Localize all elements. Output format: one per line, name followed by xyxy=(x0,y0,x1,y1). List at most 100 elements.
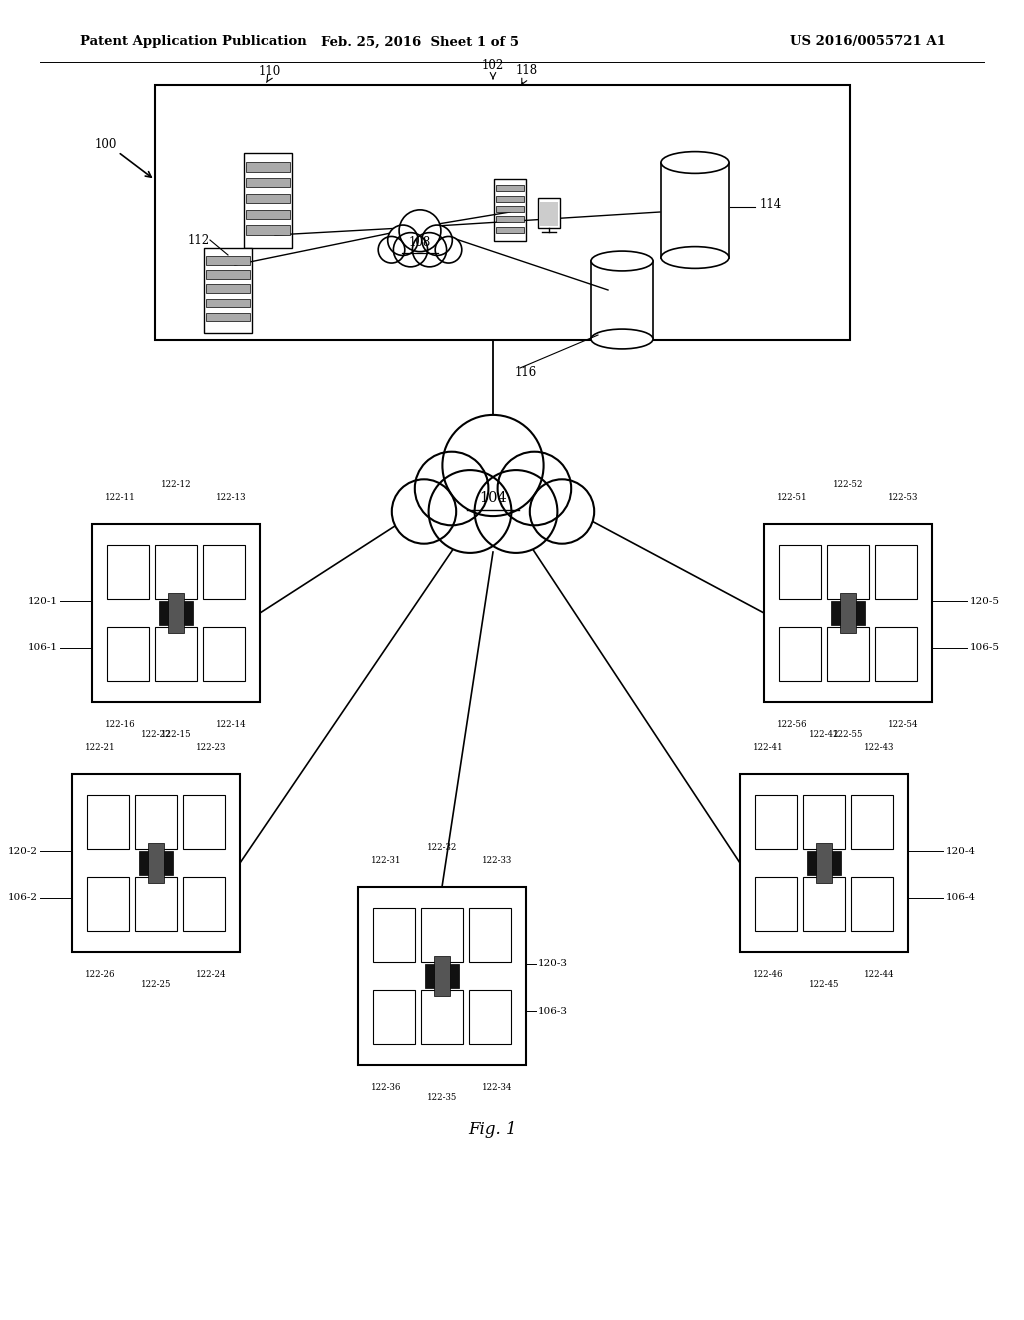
Circle shape xyxy=(415,451,488,525)
Bar xyxy=(206,284,250,293)
Bar xyxy=(496,227,524,232)
Text: 110: 110 xyxy=(259,65,282,78)
Bar xyxy=(496,195,524,202)
Text: 122-23: 122-23 xyxy=(197,743,226,752)
Text: 122-15: 122-15 xyxy=(161,730,191,739)
Text: 122-45: 122-45 xyxy=(809,979,840,989)
Circle shape xyxy=(529,479,594,544)
Text: 122-42: 122-42 xyxy=(809,730,840,739)
Text: 114: 114 xyxy=(760,198,782,211)
Text: 122-44: 122-44 xyxy=(864,970,895,979)
Text: 122-32: 122-32 xyxy=(427,843,457,851)
Bar xyxy=(183,796,225,849)
Circle shape xyxy=(442,414,544,516)
Bar xyxy=(421,990,463,1044)
Bar xyxy=(204,627,245,681)
Bar xyxy=(496,206,524,213)
Text: 118: 118 xyxy=(516,63,538,77)
Bar xyxy=(183,876,225,931)
Bar xyxy=(494,180,526,242)
Bar xyxy=(373,990,415,1044)
Bar xyxy=(156,545,197,599)
Circle shape xyxy=(399,210,441,252)
Bar xyxy=(803,876,845,931)
Text: 122-25: 122-25 xyxy=(140,979,171,989)
Text: 122-55: 122-55 xyxy=(833,730,863,739)
Text: 120-1: 120-1 xyxy=(28,597,58,606)
Bar xyxy=(740,774,908,952)
Circle shape xyxy=(422,224,453,256)
Bar xyxy=(540,202,558,226)
Text: 122-33: 122-33 xyxy=(482,855,513,865)
Circle shape xyxy=(388,224,418,256)
Bar xyxy=(779,545,820,599)
Bar xyxy=(148,843,164,883)
Text: 122-51: 122-51 xyxy=(777,492,808,502)
Bar xyxy=(803,796,845,849)
Text: 122-43: 122-43 xyxy=(864,743,895,752)
Text: 122-53: 122-53 xyxy=(888,492,919,502)
Bar xyxy=(156,627,197,681)
Bar xyxy=(206,298,250,308)
Text: US 2016/0055721 A1: US 2016/0055721 A1 xyxy=(790,36,946,49)
Bar xyxy=(155,84,850,341)
Circle shape xyxy=(392,479,457,544)
Bar xyxy=(204,545,245,599)
Ellipse shape xyxy=(591,329,653,348)
Text: Fig. 1: Fig. 1 xyxy=(469,1122,517,1138)
Text: 122-24: 122-24 xyxy=(197,970,226,979)
Text: 120-4: 120-4 xyxy=(946,846,976,855)
Text: 122-13: 122-13 xyxy=(216,492,247,502)
Text: 116: 116 xyxy=(515,366,538,379)
Bar xyxy=(204,248,252,333)
Text: 106-3: 106-3 xyxy=(538,1006,568,1015)
Text: 122-52: 122-52 xyxy=(833,480,863,488)
Text: 122-26: 122-26 xyxy=(85,970,116,979)
Text: 108: 108 xyxy=(409,236,431,249)
Ellipse shape xyxy=(591,251,653,271)
Bar xyxy=(851,796,893,849)
Bar xyxy=(246,194,290,203)
Text: 122-54: 122-54 xyxy=(888,719,919,729)
Ellipse shape xyxy=(662,152,729,173)
Circle shape xyxy=(413,232,446,267)
Text: 104: 104 xyxy=(479,491,507,506)
Bar xyxy=(139,850,173,875)
Text: 122-56: 122-56 xyxy=(777,719,808,729)
Bar xyxy=(662,162,729,257)
Bar xyxy=(831,601,865,626)
Text: 106-1: 106-1 xyxy=(28,644,58,652)
Bar xyxy=(246,226,290,235)
Bar xyxy=(373,908,415,962)
Bar xyxy=(496,216,524,222)
Bar xyxy=(876,627,916,681)
Circle shape xyxy=(498,451,571,525)
Bar xyxy=(755,796,797,849)
Bar xyxy=(358,887,526,1065)
Bar xyxy=(246,178,290,187)
Text: 122-46: 122-46 xyxy=(754,970,783,979)
Text: 122-36: 122-36 xyxy=(372,1082,401,1092)
Bar xyxy=(876,545,916,599)
Text: Feb. 25, 2016  Sheet 1 of 5: Feb. 25, 2016 Sheet 1 of 5 xyxy=(321,36,519,49)
Bar xyxy=(246,210,290,219)
Bar xyxy=(755,876,797,931)
Bar xyxy=(168,593,183,632)
Bar xyxy=(72,774,240,952)
Bar xyxy=(779,627,820,681)
Text: 122-31: 122-31 xyxy=(372,855,401,865)
Bar xyxy=(851,876,893,931)
Text: 106-2: 106-2 xyxy=(8,894,38,903)
Bar xyxy=(244,153,292,248)
Bar xyxy=(108,545,148,599)
Ellipse shape xyxy=(662,247,729,268)
Bar xyxy=(135,796,177,849)
Bar xyxy=(538,198,560,228)
Text: 120-3: 120-3 xyxy=(538,960,568,969)
Circle shape xyxy=(393,232,428,267)
Bar xyxy=(421,908,463,962)
Text: 122-21: 122-21 xyxy=(85,743,116,752)
Bar xyxy=(807,850,841,875)
Bar xyxy=(827,627,868,681)
Bar xyxy=(827,545,868,599)
